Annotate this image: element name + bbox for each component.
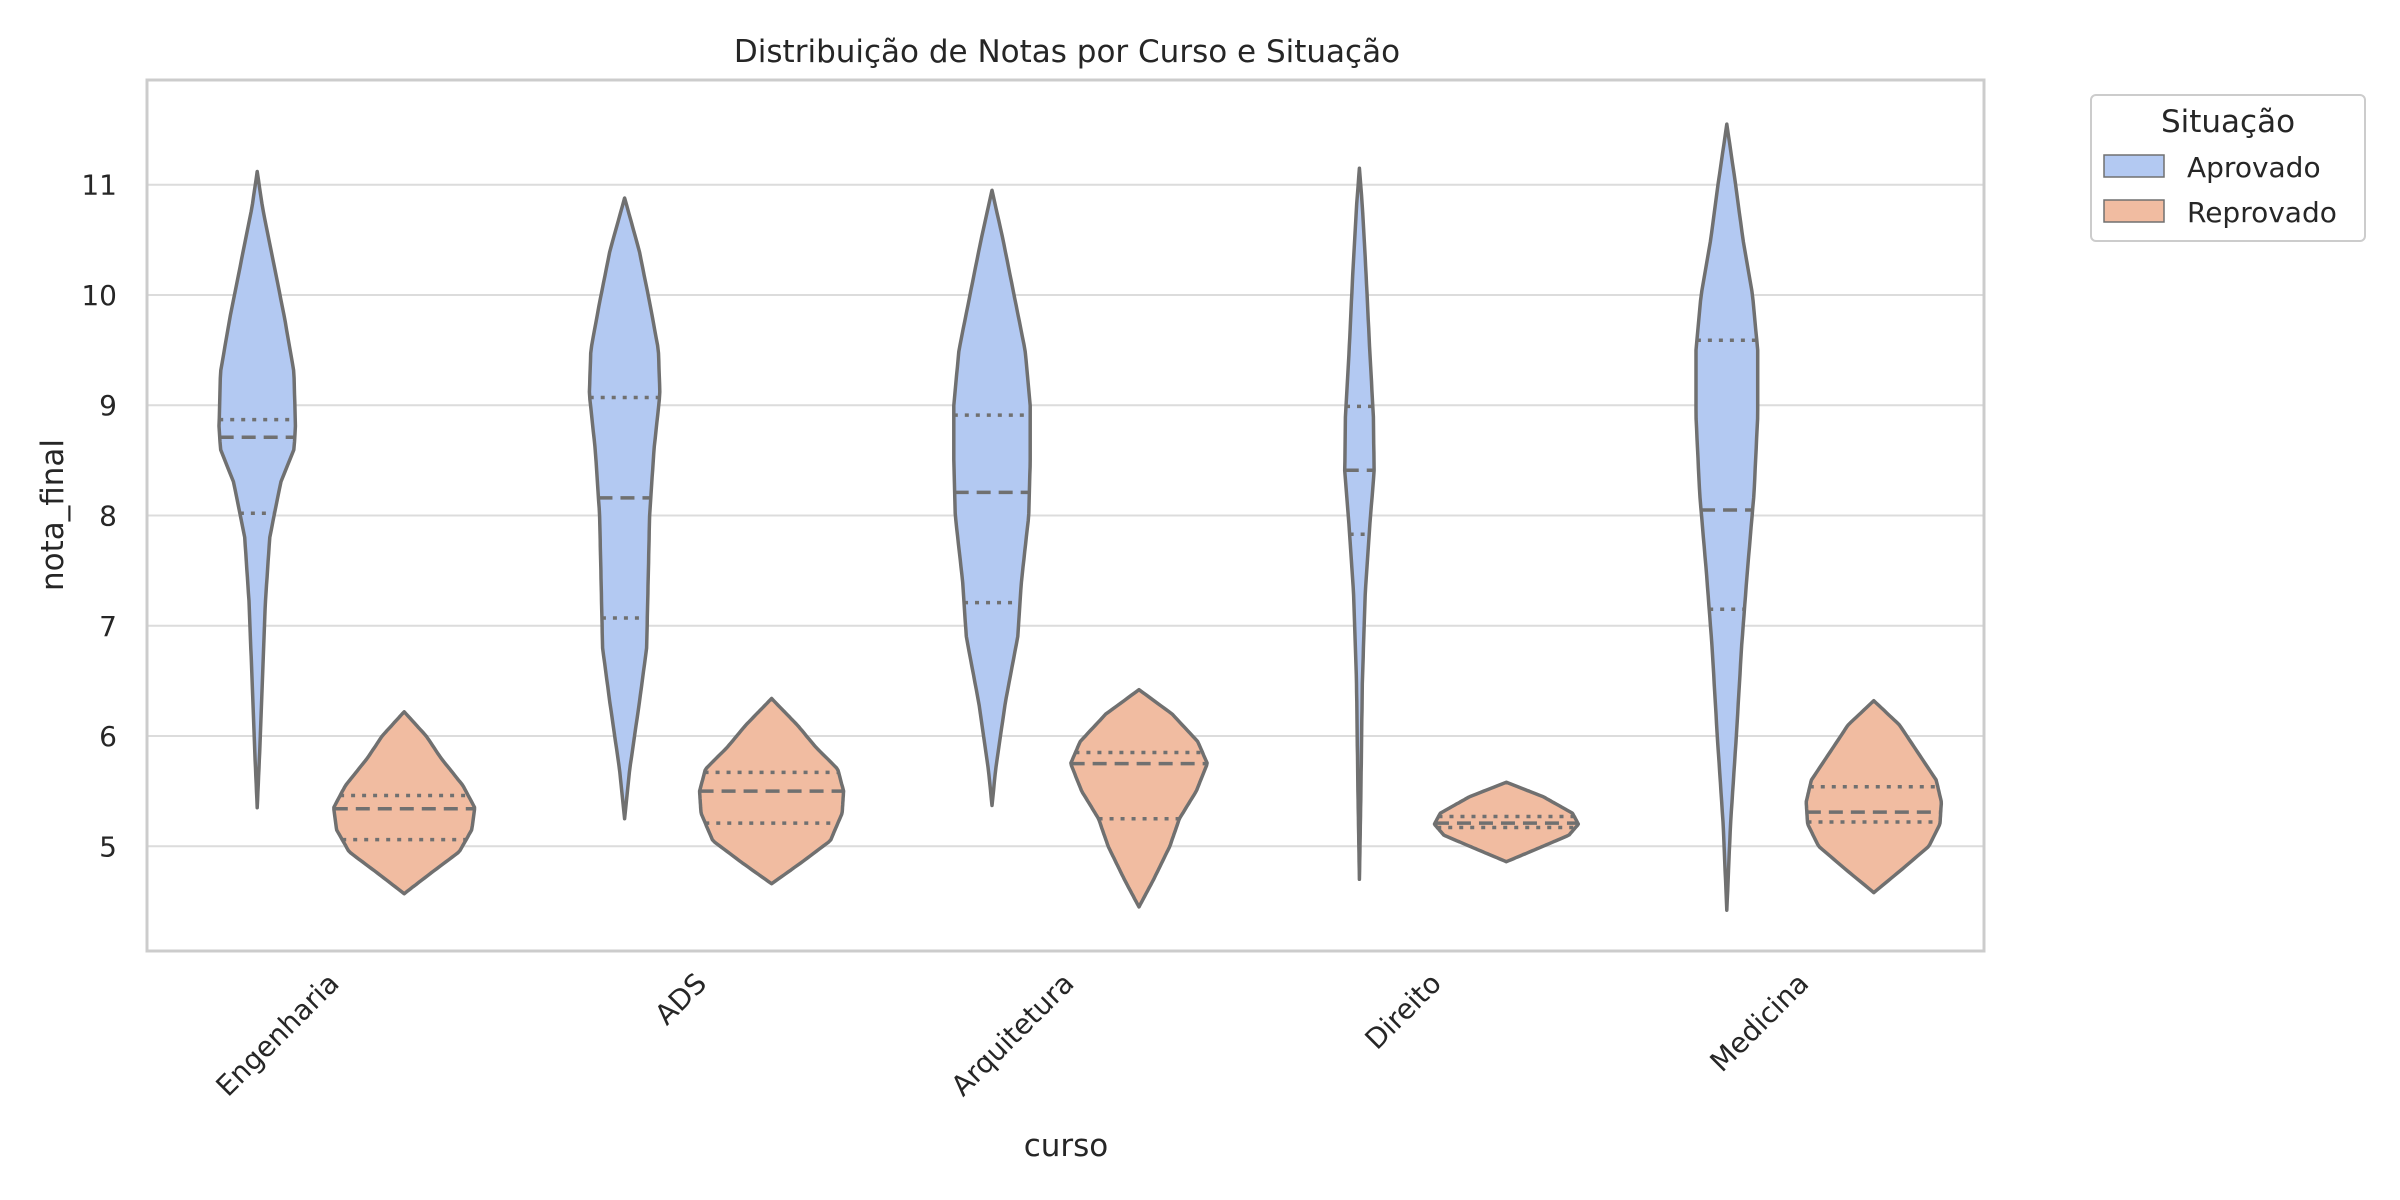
x-tick-label: ADS <box>648 967 713 1032</box>
chart-title: Distribuição de Notas por Curso e Situaç… <box>734 34 1400 70</box>
violin-aprovado-ads <box>587 196 662 821</box>
y-tick-label: 11 <box>81 169 117 202</box>
y-tick-label: 7 <box>99 610 117 643</box>
legend: Situação Aprovado Reprovado <box>2090 94 2366 242</box>
x-tick-label: Arquitetura <box>945 967 1081 1103</box>
violin-reprovado-arquitetura <box>1069 687 1209 909</box>
legend-title: Situação <box>2161 104 2295 140</box>
y-axis-label: nota_final <box>35 439 71 591</box>
violin-aprovado-direito <box>1342 166 1376 882</box>
violin-aprovado-arquitetura <box>952 188 1032 808</box>
x-axis-label: curso <box>1024 1128 1109 1164</box>
y-tick-label: 6 <box>99 720 117 753</box>
y-tick-label: 8 <box>99 500 117 533</box>
legend-label-reprovado: Reprovado <box>2187 196 2337 229</box>
y-tick-label: 9 <box>99 389 117 422</box>
x-tick-label: Direito <box>1359 967 1448 1056</box>
y-tick-labels: 5 6 7 8 9 10 11 <box>81 169 117 864</box>
y-tick-label: 5 <box>99 830 117 863</box>
violin-reprovado-medicina <box>1804 698 1944 895</box>
violin-reprovado-engenharia <box>332 710 477 896</box>
x-tick-labels: Engenharia ADS Arquitetura Direito Medicina <box>209 967 1815 1103</box>
violin-aprovado-engenharia <box>217 169 298 810</box>
x-tick-label: Medicina <box>1704 967 1816 1079</box>
violins <box>217 122 1944 912</box>
violin-aprovado-medicina <box>1694 122 1760 912</box>
x-tick-label: Engenharia <box>209 967 345 1103</box>
legend-swatch-aprovado <box>2103 154 2165 178</box>
legend-label-aprovado: Aprovado <box>2187 151 2321 184</box>
gridlines <box>147 183 1984 848</box>
plot-frame <box>145 78 1986 953</box>
legend-swatch-reprovado <box>2103 199 2165 223</box>
y-tick-label: 10 <box>81 279 117 312</box>
